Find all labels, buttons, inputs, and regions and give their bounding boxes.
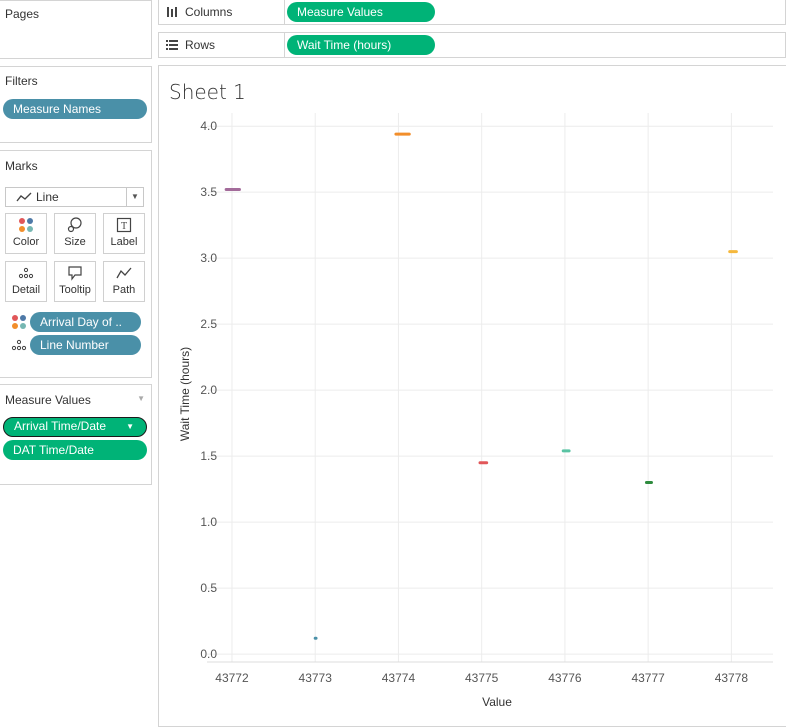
- marks-field-arrival-day[interactable]: Arrival Day of ..: [30, 312, 141, 332]
- y-axis-ticks: 0.0 0.5 1.0 1.5 2.0 2.5 3.0 3.5 4.0: [200, 119, 217, 661]
- y-tick-label: 0.0: [200, 647, 217, 661]
- detail-icon: [6, 262, 46, 284]
- color-field-icon: [11, 314, 27, 335]
- size-icon: [55, 214, 95, 236]
- label-icon: T: [104, 214, 144, 236]
- pages-title: Pages: [5, 7, 40, 21]
- filter-pill-measure-names[interactable]: Measure Names: [3, 99, 147, 119]
- y-tick-label: 3.5: [200, 185, 217, 199]
- svg-text:T: T: [121, 221, 127, 232]
- y-tick-label: 4.0: [200, 119, 217, 133]
- chevron-down-icon: ▼: [126, 422, 134, 431]
- pages-panel: Pages: [0, 0, 152, 59]
- line-mark-icon: [16, 192, 32, 202]
- label-card[interactable]: T Label: [103, 213, 145, 254]
- x-tick-label: 43773: [299, 671, 333, 685]
- x-tick-label: 43777: [631, 671, 665, 685]
- marks-title: Marks: [5, 159, 38, 173]
- x-tick-label: 43778: [715, 671, 749, 685]
- detail-card-label: Detail: [11, 284, 41, 296]
- x-tick-label: 43774: [382, 671, 416, 685]
- label-card-label: Label: [110, 236, 138, 248]
- marks-field-line-number[interactable]: Line Number: [30, 335, 141, 355]
- rows-pill-wait-time[interactable]: Wait Time (hours): [287, 35, 435, 55]
- columns-icon: [166, 0, 178, 26]
- color-icon: [6, 214, 46, 236]
- y-tick-label: 2.0: [200, 383, 217, 397]
- chart-marks: [224, 132, 738, 640]
- x-axis-label: Value: [482, 695, 512, 709]
- columns-shelf-label: Columns: [159, 0, 285, 24]
- x-axis-ticks: 43772 43773 43774 43775 43776 43777 43778: [215, 671, 748, 685]
- chevron-down-icon[interactable]: ▼: [137, 394, 145, 403]
- y-tick-label: 0.5: [200, 581, 217, 595]
- path-card-label: Path: [112, 284, 136, 296]
- y-tick-label: 3.0: [200, 251, 217, 265]
- rows-label: Rows: [185, 38, 216, 52]
- columns-pill-measure-values[interactable]: Measure Values: [287, 2, 435, 22]
- path-icon: [104, 262, 144, 284]
- y-tick-label: 2.5: [200, 317, 217, 331]
- tooltip-icon: [55, 262, 95, 284]
- color-card-label: Color: [12, 236, 40, 248]
- color-card[interactable]: Color: [5, 213, 47, 254]
- rows-shelf[interactable]: Rows Wait Time (hours): [158, 32, 786, 58]
- size-card[interactable]: Size: [54, 213, 96, 254]
- y-axis-label: Wait Time (hours): [178, 347, 192, 441]
- size-card-label: Size: [64, 236, 86, 248]
- x-tick-label: 43772: [215, 671, 249, 685]
- sheet-area: Sheet 1 0.0 0.5 1.0 1.5 2.0 2.5 3.0 3.5 4.0 4377…: [158, 65, 786, 727]
- filters-panel: Filters Measure Names: [0, 66, 152, 143]
- columns-label: Columns: [185, 5, 233, 19]
- x-tick-label: 43776: [548, 671, 582, 685]
- columns-shelf[interactable]: Columns Measure Values: [158, 0, 786, 25]
- path-card[interactable]: Path: [103, 261, 145, 302]
- filters-title: Filters: [5, 74, 38, 88]
- x-tick-label: 43775: [465, 671, 499, 685]
- mark-type-label: Line: [36, 190, 59, 204]
- chevron-down-icon: ▼: [126, 188, 143, 206]
- rows-shelf-label: Rows: [159, 33, 285, 57]
- sheet-title: Sheet 1: [169, 80, 246, 104]
- tooltip-card[interactable]: Tooltip: [54, 261, 96, 302]
- chart-svg: 0.00.51.01.52.02.53.03.54.0 43772 43773 43…: [178, 113, 773, 709]
- mark-type-dropdown[interactable]: Line ▼: [5, 187, 144, 207]
- measure-pill-arrival-time-label: Arrival Time/Date: [14, 419, 107, 433]
- tooltip-card-label: Tooltip: [59, 284, 91, 296]
- y-tick-label: 1.5: [200, 449, 217, 463]
- chart-grid: [207, 113, 773, 663]
- y-tick-label: 1.0: [200, 515, 217, 529]
- measure-values-title: Measure Values: [5, 393, 91, 407]
- measure-pill-arrival-time[interactable]: Arrival Time/Date ▼: [3, 417, 147, 437]
- marks-panel: Marks Line ▼ Color Size T Label Detail: [0, 150, 152, 378]
- rows-icon: [166, 33, 178, 59]
- measure-pill-dat-time[interactable]: DAT Time/Date: [3, 440, 147, 460]
- detail-card[interactable]: Detail: [5, 261, 47, 302]
- detail-field-icon: [11, 337, 27, 358]
- measure-values-panel: Measure Values ▼ Arrival Time/Date ▼ DAT…: [0, 384, 152, 485]
